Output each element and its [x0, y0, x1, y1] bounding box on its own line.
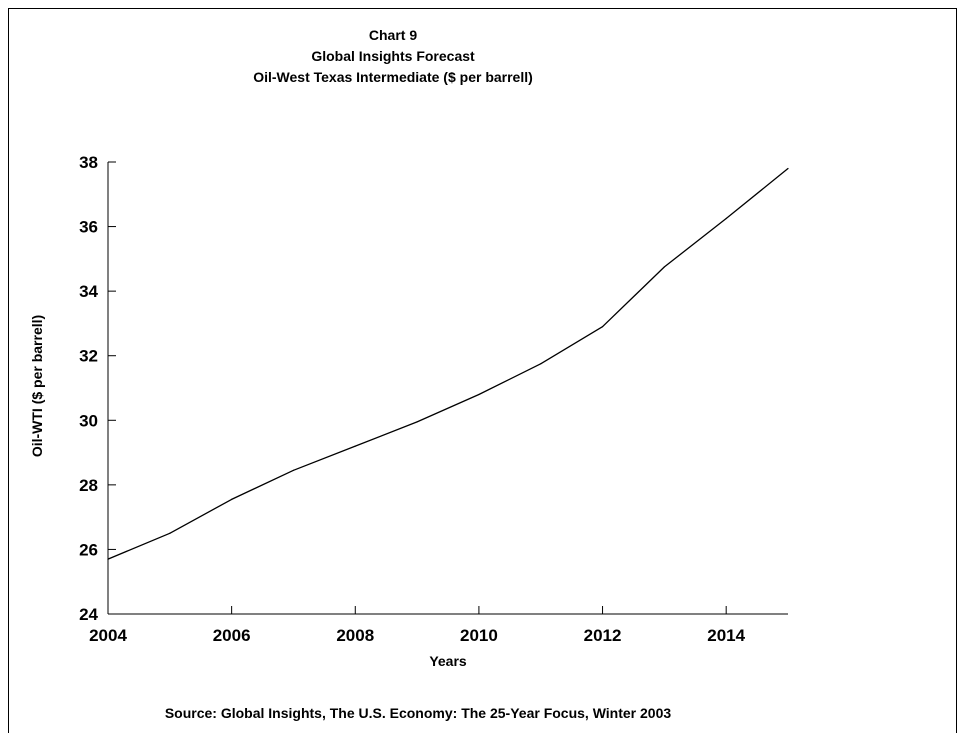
- x-tick-label: 2014: [707, 626, 745, 645]
- data-point: [292, 469, 295, 471]
- source-note: Source: Global Insights, The U.S. Econom…: [165, 705, 672, 721]
- chart-title-line-2: Global Insights Forecast: [311, 48, 475, 64]
- data-point: [725, 217, 727, 220]
- data-point: [787, 167, 789, 170]
- y-tick-label: 28: [79, 476, 98, 495]
- y-tick-label: 38: [79, 153, 98, 172]
- chart-title-line-3: Oil-West Texas Intermediate ($ per barre…: [253, 69, 533, 85]
- y-tick-label: 32: [79, 347, 98, 366]
- data-point: [107, 558, 109, 560]
- chart-frame: [8, 8, 957, 733]
- tick-labels: 24 26 28 30 32 34 36 38 2004 2006 2008 2010 2012 2014: [79, 153, 746, 645]
- x-tick-label: 2008: [336, 626, 374, 645]
- data-point: [354, 445, 356, 447]
- x-tick-label: 2006: [213, 626, 251, 645]
- data-point: [601, 326, 604, 328]
- y-tick-label: 26: [79, 540, 98, 559]
- chart-title-line-1: Chart 9: [369, 27, 417, 43]
- data-point: [663, 266, 665, 268]
- data-point: [169, 532, 171, 534]
- data-point: [231, 498, 233, 500]
- x-tick-label: 2004: [89, 626, 127, 645]
- x-axis-label: Years: [429, 653, 467, 669]
- y-tick-label: 36: [79, 218, 98, 237]
- data-point: [416, 421, 418, 423]
- x-tick-label: 2012: [584, 626, 622, 645]
- x-tick-label: 2010: [460, 626, 498, 645]
- axes: [107, 161, 788, 615]
- data-point: [540, 363, 542, 365]
- y-axis-label: Oil-WTI ($ per barrell): [29, 315, 45, 457]
- series-line-0: [107, 167, 789, 560]
- y-tick-label: 24: [79, 605, 98, 624]
- data-point: [478, 393, 480, 396]
- y-tick-label: 34: [79, 282, 98, 301]
- y-tick-label: 30: [79, 411, 98, 430]
- plot-area: [107, 167, 789, 560]
